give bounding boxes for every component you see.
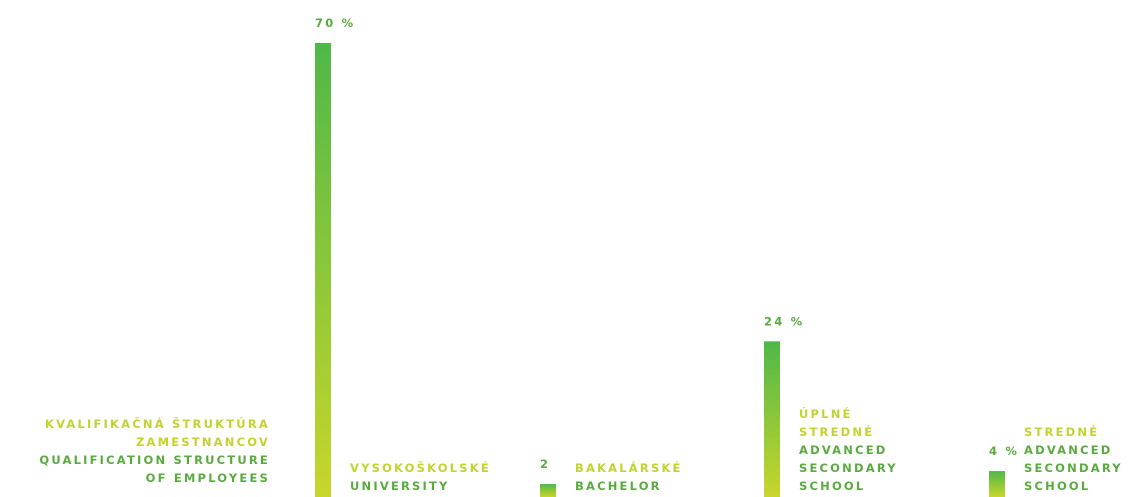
value-label: 4 % xyxy=(989,444,1019,458)
bar xyxy=(989,471,1005,497)
category-label: SCHOOL xyxy=(1024,479,1090,493)
category-label: ADVANCED xyxy=(799,443,888,457)
category-label: SECONDARY xyxy=(799,461,898,475)
category-label: ADVANCED xyxy=(1024,443,1113,457)
value-label: 2 xyxy=(540,457,550,471)
category-label: VYSOKOŠKOLSKÉ xyxy=(350,460,491,475)
bar xyxy=(540,484,556,497)
subtitle-line: QUALIFICATION STRUCTURE xyxy=(39,453,270,467)
bar xyxy=(764,341,780,497)
title-line: ZAMESTNANCOV xyxy=(136,435,270,449)
category-label: STREDNÉ xyxy=(799,424,874,439)
category-label: BAKALÁRSKÉ xyxy=(575,460,683,475)
category-label: BACHELOR xyxy=(575,479,662,493)
category-label: UNIVERSITY xyxy=(350,479,450,493)
category-label: ÚPLNÉ xyxy=(799,406,853,421)
value-label: 70 % xyxy=(315,16,355,30)
category-label: STREDNÉ xyxy=(1024,424,1099,439)
category-label: SECONDARY xyxy=(1024,461,1123,475)
bar xyxy=(315,43,331,497)
title-line: KVALIFIKAČNÁ ŠTRUKTÚRA xyxy=(45,416,270,431)
subtitle-line: OF EMPLOYEES xyxy=(146,471,270,485)
value-label: 24 % xyxy=(764,314,804,328)
category-label: SCHOOL xyxy=(799,479,865,493)
